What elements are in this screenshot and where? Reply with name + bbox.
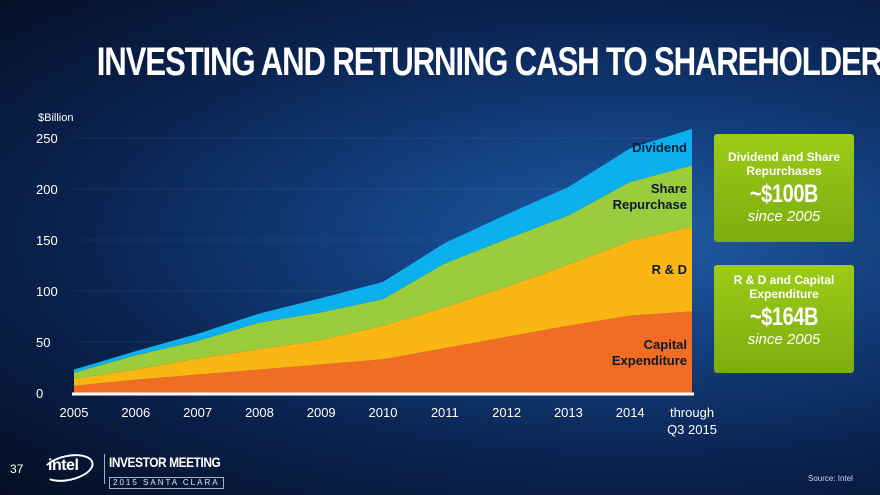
series-label: Expenditure — [612, 353, 687, 368]
y-tick-label: 250 — [36, 131, 58, 146]
y-tick-label: 100 — [36, 284, 58, 299]
x-tick-label: 2010 — [369, 405, 398, 420]
event-subtitle: 2015 SANTA CLARA — [109, 477, 224, 489]
area-series-capital-expenditure — [74, 311, 692, 393]
callout-since: since 2005 — [747, 208, 821, 225]
intel-logo: intel — [39, 449, 97, 487]
x-tick-label: 2014 — [616, 405, 645, 420]
page-number: 37 — [10, 462, 24, 476]
callout-amount: ~$164B — [749, 303, 819, 331]
x-tick-label: 2008 — [245, 405, 274, 420]
x-tick-label: 2007 — [183, 405, 212, 420]
area-series-share-repurchase — [74, 165, 692, 379]
x-tick-label: Q3 2015 — [667, 422, 717, 437]
callout-dividend-repurchases: Dividend and Share Repurchases ~$100B si… — [714, 134, 854, 242]
series-label: Repurchase — [613, 197, 687, 212]
callout-amount: ~$100B — [749, 180, 819, 208]
area-series-dividend — [74, 128, 692, 373]
event-badge: INVESTOR MEETING 2015 SANTA CLARA — [104, 454, 224, 489]
series-label: Share — [651, 181, 687, 196]
logo-wordmark: intel — [48, 457, 79, 474]
x-tick-label: 2005 — [60, 405, 89, 420]
slide-title: INVESTING AND RETURNING CASH TO SHAREHOL… — [96, 40, 880, 84]
x-tick-label: through — [670, 405, 714, 420]
x-tick-label: 2006 — [121, 405, 150, 420]
series-label: Dividend — [632, 140, 687, 155]
x-tick-label: 2012 — [492, 405, 521, 420]
x-tick-label: 2009 — [307, 405, 336, 420]
callout-heading: Dividend and Share Repurchases — [727, 150, 841, 178]
y-tick-label: 200 — [36, 182, 58, 197]
y-tick-label: 150 — [36, 233, 58, 248]
callout-rd-capex: R & D and Capital Expenditure ~$164B sin… — [714, 265, 854, 373]
series-label: R & D — [652, 262, 687, 277]
area-series-r-d — [74, 226, 692, 386]
y-tick-label: 0 — [36, 386, 43, 401]
x-tick-label: 2011 — [431, 405, 459, 420]
y-axis-unit-label: $Billion — [38, 112, 74, 124]
x-tick-label: 2013 — [554, 405, 583, 420]
y-tick-label: 50 — [36, 335, 50, 350]
callout-heading: R & D and Capital Expenditure — [733, 273, 835, 301]
event-title: INVESTOR MEETING — [109, 454, 221, 470]
series-label: Capital — [644, 337, 687, 352]
source-note: Source: Intel — [808, 474, 853, 483]
callout-since: since 2005 — [747, 331, 821, 348]
